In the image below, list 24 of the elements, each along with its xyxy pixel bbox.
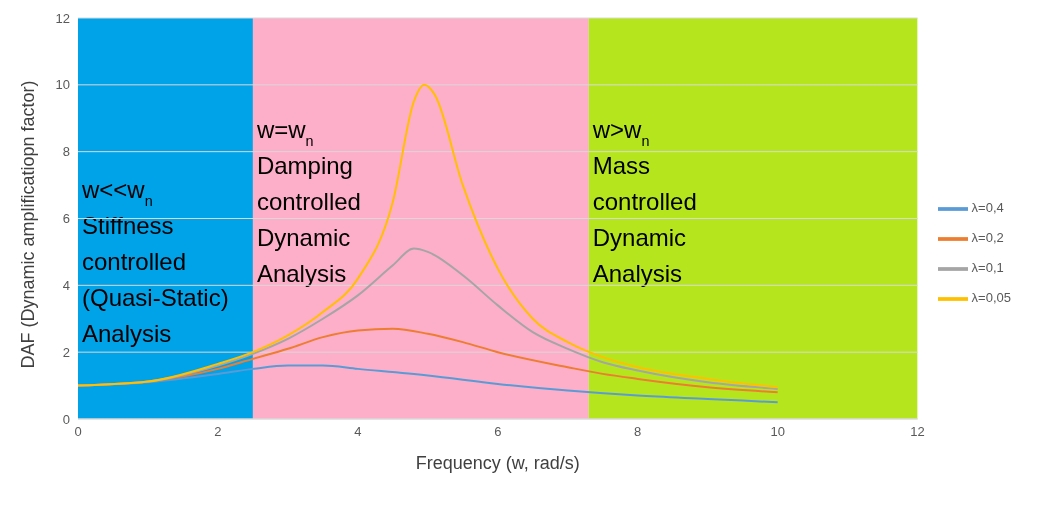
x-tick-label: 12 [910,424,925,440]
y-tick-label: 10 [55,77,70,93]
x-tick-label: 10 [770,424,785,440]
legend-label: λ=0,1 [971,259,1004,275]
x-tick-label: 8 [634,424,642,440]
y-tick-label: 6 [62,211,70,227]
y-tick-label: 2 [62,344,70,360]
y-tick-label: 4 [62,277,70,293]
line-series [78,83,779,389]
x-tick-label: 6 [494,424,502,440]
x-tick-label: 4 [354,424,362,440]
y-tick-label: 8 [62,144,70,160]
y-tick-label: 12 [55,10,70,26]
legend-label: λ=0,2 [971,229,1004,245]
legend-label: λ=0,05 [971,289,1011,305]
band-label: w<<w$_{n}$ Stiffness controlled (Quasi-Static) Analysis [81,176,229,347]
x-tick-label: 2 [214,424,222,440]
y-axis-title: DAF (Dynamic amplificatiopn factor) [18,80,39,369]
x-axis-title: Frequency (w, rad/s) [415,453,580,473]
band-label: w>w$_{n}$ Mass controlled Dynamic Analysis [591,116,697,287]
x-tick-label: 0 [74,424,82,440]
legend-label: λ=0,4 [971,199,1004,215]
y-tick-label: 0 [62,411,70,427]
band-label: w=w$_{n}$ Damping controlled Dynamic Analysis [255,116,361,287]
